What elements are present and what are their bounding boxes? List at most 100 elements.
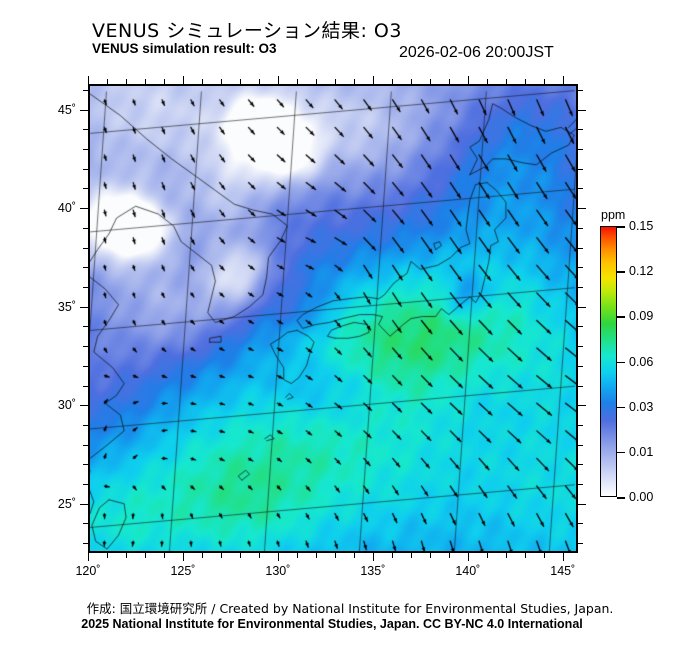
y-tick xyxy=(80,405,88,407)
footer-license-en: 2025 National Institute for Environmenta… xyxy=(81,617,583,631)
x-tick-top xyxy=(486,79,488,84)
x-tick-top xyxy=(391,79,393,84)
y-tick xyxy=(83,464,88,466)
x-tick xyxy=(144,553,146,558)
colorbar-tick xyxy=(617,271,625,273)
y-tick xyxy=(83,365,88,367)
colorbar-tick xyxy=(617,497,625,499)
x-tick-top xyxy=(163,79,165,84)
x-tick-top xyxy=(543,79,545,84)
x-tick-top xyxy=(239,79,241,84)
colorbar-tick-label: 0.01 xyxy=(629,444,654,459)
x-tick xyxy=(353,553,355,558)
colorbar-tick-label: 0.15 xyxy=(629,219,654,233)
x-tick xyxy=(182,553,184,561)
x-tick xyxy=(277,553,279,561)
timestamp-label: 2026-02-06 20:00JST xyxy=(399,44,554,61)
y-tick-right xyxy=(578,543,583,545)
x-tick-top xyxy=(334,79,336,84)
y-tick xyxy=(83,523,88,525)
x-tick-top xyxy=(277,76,279,84)
y-tick-right xyxy=(578,109,586,111)
x-tick xyxy=(239,553,241,558)
y-tick-right xyxy=(578,464,583,466)
page-title-jp: VENUS シミュレーション結果: O3 xyxy=(92,20,402,42)
x-tick-top xyxy=(296,79,298,84)
x-tick-top xyxy=(410,79,412,84)
y-tick-right xyxy=(578,188,583,190)
x-tick xyxy=(88,553,89,561)
x-tick-top xyxy=(448,79,450,84)
colorbar-tick xyxy=(617,451,625,454)
y-tick-right xyxy=(578,444,583,446)
y-tick-right xyxy=(578,326,583,328)
x-tick xyxy=(220,553,222,558)
y-tick-right xyxy=(578,208,586,210)
y-tick xyxy=(83,267,88,269)
y-tick xyxy=(83,385,88,387)
x-tick xyxy=(106,553,108,558)
x-tick xyxy=(296,553,298,558)
y-tick xyxy=(83,286,88,288)
y-tick xyxy=(83,149,88,151)
y-tick-right xyxy=(578,346,583,348)
coastline-and-wind-overlay xyxy=(90,86,576,551)
colorbar-tick-label: 0.03 xyxy=(629,399,654,414)
y-tick-right xyxy=(578,89,583,91)
colorbar-tick-label: 0.12 xyxy=(629,264,654,279)
x-tick xyxy=(163,553,165,558)
x-tick-top xyxy=(467,76,469,84)
x-tick-top xyxy=(106,79,108,84)
x-axis-label: 125˚ xyxy=(170,564,196,578)
x-tick-top xyxy=(524,79,526,84)
x-tick xyxy=(562,553,564,561)
y-tick-right xyxy=(578,168,583,170)
map-plot-area[interactable] xyxy=(88,84,578,553)
y-tick xyxy=(80,208,88,210)
x-tick-top xyxy=(505,79,507,84)
y-tick-right xyxy=(578,503,586,505)
footer-credit-jp: 作成: 国立環境研究所 / Created by National Instit… xyxy=(86,601,614,616)
x-tick xyxy=(448,553,450,558)
y-tick xyxy=(80,306,88,308)
y-tick-right xyxy=(578,267,583,269)
x-tick xyxy=(315,553,317,558)
x-tick-top xyxy=(220,79,222,84)
y-tick-right xyxy=(578,385,583,387)
y-tick-right xyxy=(578,247,583,249)
x-tick xyxy=(258,553,260,558)
x-tick-top xyxy=(258,79,260,84)
x-tick-top xyxy=(125,79,127,84)
y-tick-right xyxy=(578,484,583,486)
x-tick-top xyxy=(562,76,564,84)
x-tick xyxy=(125,553,127,558)
x-tick-top xyxy=(88,76,89,84)
colorbar[interactable]: 0.15 0.12 0.09 0.06 0.03 0.01 0.00 xyxy=(600,219,653,504)
x-tick-top xyxy=(315,79,317,84)
y-tick xyxy=(83,188,88,190)
y-tick-right xyxy=(578,286,583,288)
colorbar-unit-label: ppm xyxy=(601,208,626,222)
y-tick xyxy=(83,89,88,91)
x-tick xyxy=(429,553,431,558)
y-tick xyxy=(83,168,88,170)
y-axis-label: 45˚ xyxy=(57,102,76,117)
colorbar-tick-label: 0.00 xyxy=(629,490,654,504)
x-tick-top xyxy=(182,76,184,84)
x-axis-label: 120˚ xyxy=(75,564,101,578)
x-tick-top xyxy=(144,79,146,84)
y-tick-right xyxy=(578,523,583,525)
y-tick-right xyxy=(578,306,586,308)
y-axis-label: 30˚ xyxy=(57,398,76,413)
y-tick xyxy=(83,247,88,249)
y-tick xyxy=(83,346,88,348)
y-axis-label: 40˚ xyxy=(57,201,76,216)
x-tick xyxy=(334,553,336,558)
y-tick-right xyxy=(578,424,583,426)
x-tick xyxy=(410,553,412,558)
x-axis-label: 130˚ xyxy=(265,564,291,578)
x-axis-label: 140˚ xyxy=(455,564,481,578)
x-tick xyxy=(372,553,374,561)
y-tick-right xyxy=(578,149,583,151)
y-tick xyxy=(80,503,88,505)
